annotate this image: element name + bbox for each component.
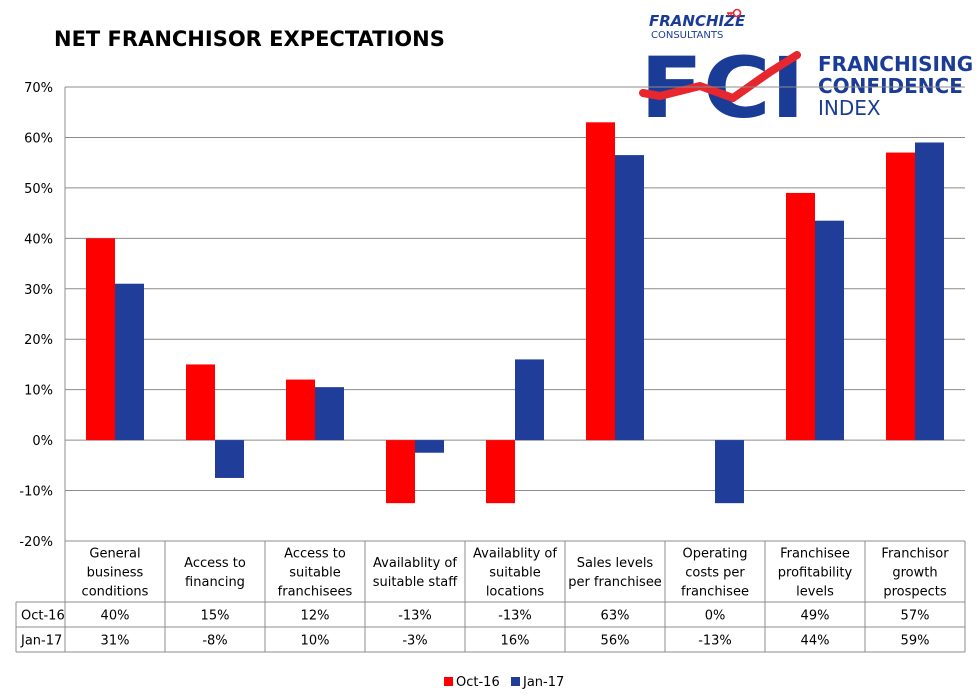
table-cell-value: 44% [801,634,830,649]
table-cell-value: 56% [601,634,630,649]
table-cell-value: 57% [901,609,930,624]
y-tick-label: -10% [19,485,53,500]
bar-jan-17-3 [415,440,444,453]
table-cell-value: 15% [201,609,230,624]
bar-oct-16-8 [886,152,915,441]
legend: Oct-16 Jan-17 [444,675,564,690]
bar-oct-16-7 [786,192,815,441]
table-cell-value: 0% [705,609,726,624]
logo-index: INDEX [818,96,881,120]
fci-letters: FCI [640,39,805,137]
legend-label: Jan-17 [522,675,564,690]
category-label: General business conditions [82,547,149,600]
data-table: General business conditions Access to financ… [15,541,966,653]
y-tick-label: -20% [19,535,53,550]
bar-oct-16-0 [86,238,115,441]
chart-title: NET FRANCHISOR EXPECTATIONS [54,27,445,51]
table-cell-value: -13% [698,634,732,649]
bar-oct-16-2 [286,379,315,441]
table-series-name: Oct-16 [21,609,65,624]
bar-jan-17-6 [715,440,744,504]
bar-oct-16-5 [586,122,615,441]
category-label: Sales levels per franchisee [568,556,662,590]
table-series-name: Jan-17 [20,634,62,649]
category-label: Access to financing [184,556,246,590]
table-cell-value: 59% [901,634,930,649]
bars [86,122,944,504]
y-tick-label: 70% [24,81,53,96]
consultants-logo-text: CONSULTANTS [651,30,723,41]
table-cell-value: -13% [498,609,532,624]
bar-jan-17-5 [615,155,644,441]
table-cell-value: 63% [601,609,630,624]
legend-swatch [511,677,520,686]
logo-franchising: FRANCHISING [818,52,973,76]
swoosh-icon [639,51,801,102]
table-cell-value: -8% [202,634,227,649]
table-cell-value: -13% [398,609,432,624]
bar-jan-17-4 [515,359,544,441]
category-label: Franchisor growth prospects [881,547,949,600]
key-icon [727,8,742,18]
y-tick-label: 20% [24,333,53,348]
bar-oct-16-4 [486,440,515,504]
category-label: Availablity of suitable staff [373,556,459,590]
legend-swatch [444,677,453,686]
y-tick-label: 40% [24,232,53,247]
y-tick-label: 10% [24,384,53,399]
table-cell-value: 31% [101,634,130,649]
y-tick-label: 0% [32,434,53,449]
y-axis: 70% 60% 50% 40% 30% 20% 10% 0% -10% -20% [19,81,66,652]
table-cell-value: 12% [301,609,330,624]
bar-jan-17-7 [815,220,844,441]
category-label: Franchisee profitability levels [778,547,853,600]
y-tick-label: 30% [24,283,53,298]
bar-jan-17-1 [215,440,244,478]
franchize-logo-text: FRANCHIZE [649,12,746,30]
table-cell-value: -3% [402,634,427,649]
bar-jan-17-2 [315,387,344,441]
table-cell-value: 40% [101,609,130,624]
category-label: Availablity of suitable locations [473,547,557,600]
table-cell-value: 10% [301,634,330,649]
category-label: Access to suitable franchisees [278,547,353,600]
legend-label: Oct-16 [456,675,500,690]
bar-oct-16-1 [186,364,215,441]
bar-jan-17-8 [915,142,944,441]
bar-oct-16-3 [386,440,415,504]
fci-logo: FRANCHIZE CONSULTANTS FCI FRANCHISING CO… [639,8,973,137]
category-label: Operating costs per franchisee [681,547,749,600]
table-cell-value: 16% [501,634,530,649]
bar-jan-17-0 [115,283,144,441]
y-tick-label: 50% [24,182,53,197]
y-tick-label: 60% [24,131,53,146]
table-cell-value: 49% [801,609,830,624]
logo-confidence: CONFIDENCE [818,74,963,98]
